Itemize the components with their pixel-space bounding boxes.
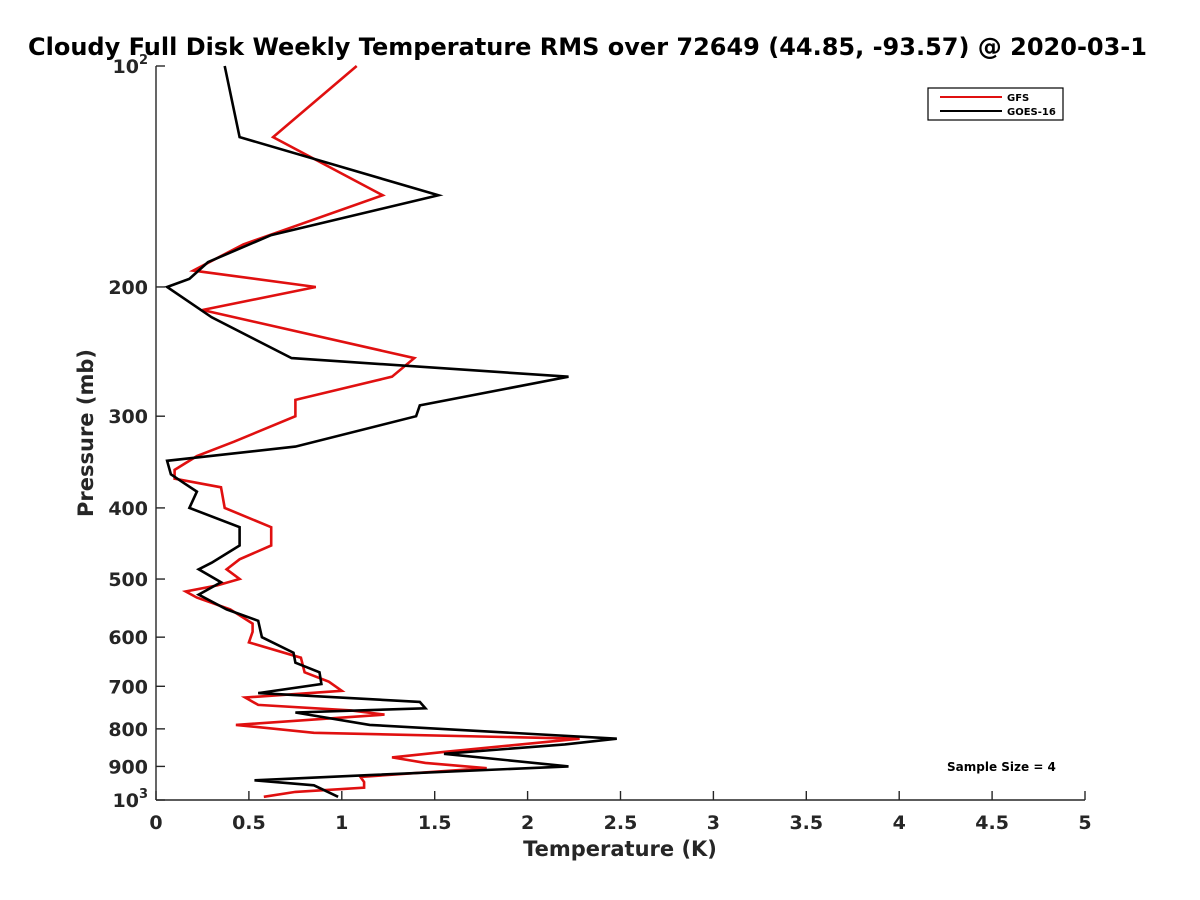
y-axis-label: Pressure (mb) — [74, 349, 98, 517]
series-layer — [164, 65, 617, 799]
y-tick-label: 103 — [113, 787, 149, 812]
axes: 0 0.5 1 1.5 2 2.5 3 3.5 4 4.5 5 102 200 300 400 500 600 7… — [108, 53, 1091, 834]
chart-title: Cloudy Full Disk Weekly Temperature RMS … — [28, 33, 1147, 61]
x-tick-label: 5 — [1078, 812, 1091, 834]
x-tick-label: 3 — [707, 812, 720, 834]
y-tick-label: 500 — [108, 569, 148, 591]
x-tick-label: 1.5 — [418, 812, 452, 834]
y-tick-label: 700 — [108, 676, 148, 698]
sample-size-annotation: Sample Size = 4 — [947, 760, 1056, 774]
x-tick-label: 2.5 — [604, 812, 638, 834]
legend-label-goes16: GOES-16 — [1007, 107, 1056, 118]
y-tick-label: 800 — [108, 719, 148, 741]
legend-label-gfs: GFS — [1007, 93, 1029, 104]
x-tick-label: 0 — [149, 812, 162, 834]
series-line-gfs — [173, 65, 580, 799]
legend-box — [927, 87, 1064, 121]
y-tick-label: 600 — [108, 627, 148, 649]
x-tick-label: 4 — [893, 812, 906, 834]
x-axis-label: Temperature (K) — [523, 837, 717, 861]
x-tick-label: 3.5 — [789, 812, 823, 834]
series-line-goes-16 — [164, 65, 617, 798]
x-tick-label: 2 — [521, 812, 534, 834]
y-tick-label: 900 — [108, 756, 148, 778]
x-tick-label: 0.5 — [232, 812, 266, 834]
y-tick-label: 300 — [108, 406, 148, 428]
legend: GFS GOES-16 — [927, 87, 1064, 121]
y-tick-label: 200 — [108, 277, 148, 299]
y-tick-label: 400 — [108, 498, 148, 520]
x-tick-label: 1 — [335, 812, 348, 834]
y-tick-label: 102 — [113, 53, 149, 78]
x-tick-label: 4.5 — [975, 812, 1009, 834]
